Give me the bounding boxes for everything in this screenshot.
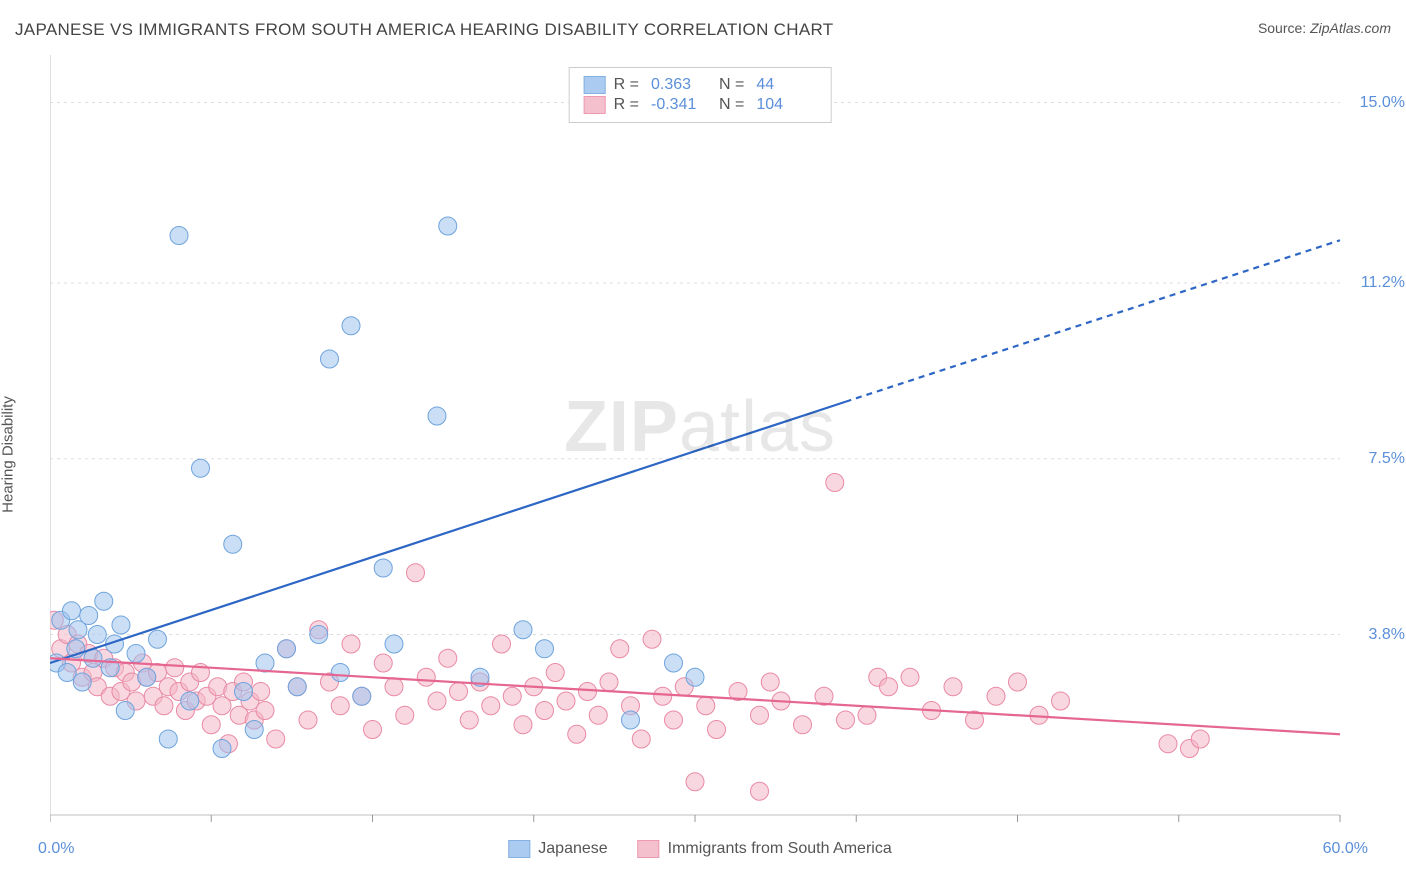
series-swatch-immigrants	[638, 840, 660, 858]
legend-row-japanese: R = 0.363 N = 44	[584, 76, 817, 94]
legend-n-value-1: 104	[756, 96, 816, 114]
source-label: Source:	[1258, 20, 1306, 36]
legend-r-value-1: -0.341	[651, 96, 711, 114]
legend-n-label: N =	[719, 96, 744, 114]
y-tick-label: 3.8%	[1369, 626, 1405, 644]
series-swatch-japanese	[508, 840, 530, 858]
chart-title: JAPANESE VS IMMIGRANTS FROM SOUTH AMERIC…	[15, 20, 833, 40]
legend-n-label: N =	[719, 76, 744, 94]
series-legend: Japanese Immigrants from South America	[508, 840, 891, 858]
series-name-1: Immigrants from South America	[668, 840, 892, 858]
legend-n-value-0: 44	[756, 76, 816, 94]
y-tick-label: 7.5%	[1369, 450, 1405, 468]
source-name: ZipAtlas.com	[1310, 20, 1391, 36]
legend-r-label: R =	[614, 96, 639, 114]
y-tick-label: 15.0%	[1360, 94, 1405, 112]
series-legend-japanese: Japanese	[508, 840, 607, 858]
series-name-0: Japanese	[538, 840, 607, 858]
y-tick-label: 11.2%	[1361, 274, 1405, 292]
series-legend-immigrants: Immigrants from South America	[638, 840, 892, 858]
source-attribution: Source: ZipAtlas.com	[1258, 20, 1391, 36]
legend-row-immigrants: R = -0.341 N = 104	[584, 96, 817, 114]
x-axis-origin-label: 0.0%	[38, 840, 74, 858]
legend-swatch-japanese	[584, 76, 606, 94]
x-axis-max-label: 60.0%	[1323, 840, 1368, 858]
scatter-plot	[50, 55, 1350, 830]
chart-area: ZIPatlas R = 0.363 N = 44 R = -0.341 N =…	[50, 55, 1350, 830]
correlation-legend: R = 0.363 N = 44 R = -0.341 N = 104	[569, 67, 832, 123]
y-axis-label: Hearing Disability	[0, 396, 17, 513]
legend-r-value-0: 0.363	[651, 76, 711, 94]
legend-swatch-immigrants	[584, 96, 606, 114]
legend-r-label: R =	[614, 76, 639, 94]
